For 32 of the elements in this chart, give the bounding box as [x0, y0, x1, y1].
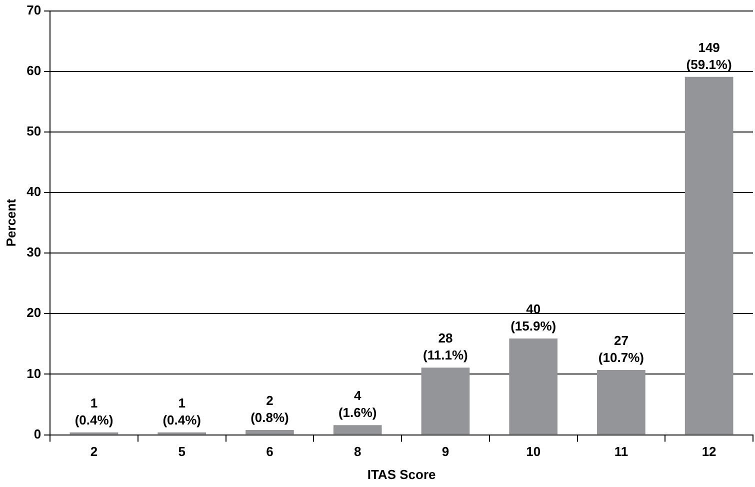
bar: [246, 430, 294, 434]
y-tick-label: 20: [26, 305, 42, 320]
bar: [333, 425, 382, 434]
y-tick-label: 60: [26, 62, 42, 78]
x-tick-label: 12: [702, 444, 716, 460]
data-label: 28 (11.1%): [423, 330, 468, 363]
x-tick-label: 11: [614, 444, 628, 460]
y-axis-title: Percent: [3, 198, 18, 247]
data-label: 4 (1.6%): [338, 388, 377, 420]
bar: [421, 368, 470, 434]
x-tick-label: 2: [90, 444, 98, 460]
bar: [597, 370, 646, 434]
y-tick-label: 50: [26, 124, 42, 139]
data-label: 149 (59.1%): [686, 40, 732, 72]
data-label: 27 (10.7%): [598, 333, 644, 366]
x-axis-title: ITAS Score: [367, 466, 436, 482]
y-tick-label: 0: [34, 426, 42, 442]
x-tick-label: 9: [442, 444, 450, 460]
x-tick-label: 5: [178, 444, 186, 460]
x-tick-label: 8: [354, 444, 362, 460]
y-tick-label: 70: [26, 2, 42, 18]
data-label: 1 (0.4%): [74, 395, 114, 428]
bar: [509, 338, 558, 434]
data-label: 2 (0.8%): [250, 393, 289, 426]
y-tick-label: 30: [26, 244, 42, 260]
x-tick-label: 6: [266, 444, 274, 460]
data-label: 40 (15.9%): [510, 302, 556, 334]
y-tick-label: 40: [26, 184, 42, 200]
data-label: 1 (0.4%): [162, 395, 202, 428]
bar: [684, 76, 734, 434]
y-tick-label: 10: [26, 366, 42, 381]
x-tick-label: 10: [526, 444, 541, 460]
